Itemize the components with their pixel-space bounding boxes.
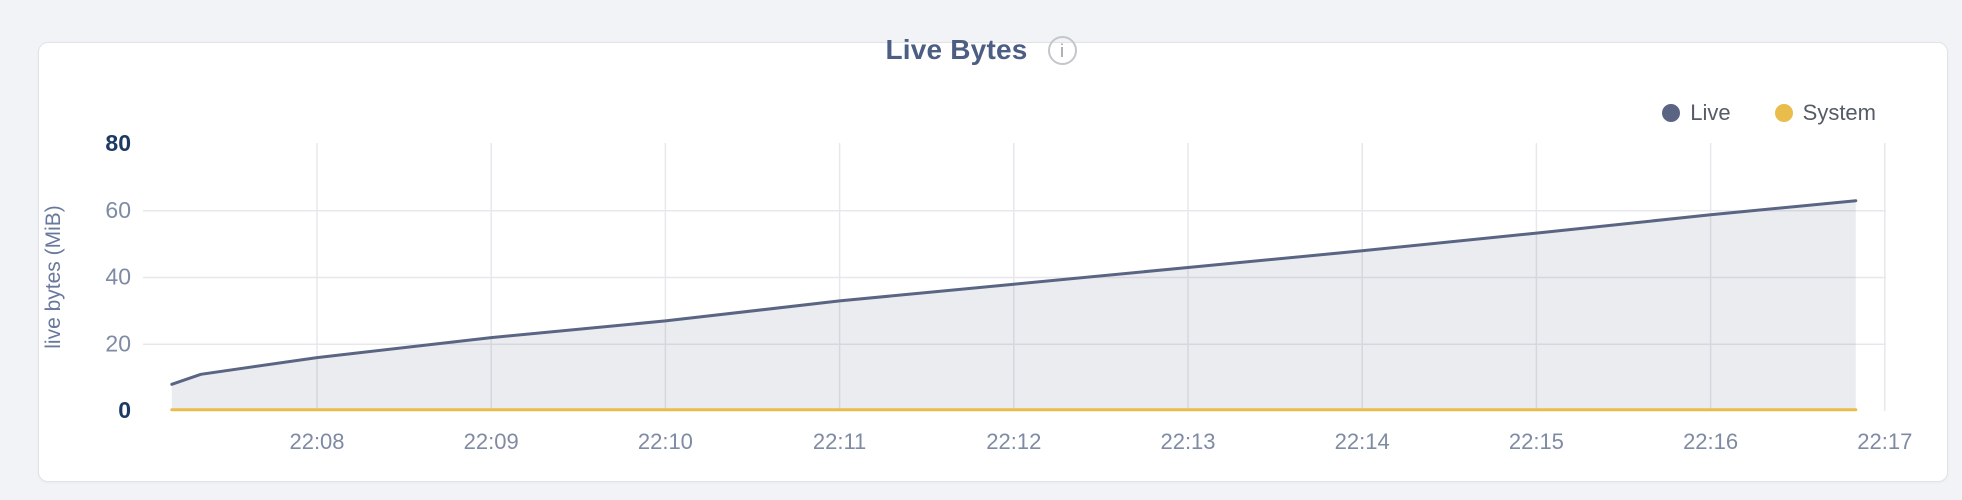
live-line <box>170 199 1858 386</box>
y-tick-label: 0 <box>118 397 131 423</box>
x-tick-label: 22:16 <box>1683 429 1738 454</box>
legend-label-live: Live <box>1690 100 1731 125</box>
x-tick-label: 22:11 <box>813 429 866 454</box>
y-tick-label: 40 <box>105 264 131 290</box>
y-tick-label: 80 <box>105 130 131 156</box>
chart-legend: Live System <box>1662 100 1876 126</box>
x-tick-label: 22:14 <box>1335 429 1390 454</box>
chart-title: Live Bytes <box>885 34 1028 65</box>
legend-item-live[interactable]: Live <box>1662 100 1731 126</box>
legend-swatch-live-icon <box>1662 104 1681 122</box>
info-icon[interactable]: i <box>1047 35 1077 65</box>
live-area-fill <box>171 200 1856 411</box>
x-tick-label: 22:15 <box>1509 429 1564 454</box>
x-tick-label: 22:12 <box>986 429 1041 454</box>
y-tick-label: 60 <box>105 197 131 223</box>
x-tick-label: 22:09 <box>464 429 519 454</box>
x-tick-label: 22:13 <box>1160 429 1215 454</box>
chart-header: Live Bytes i <box>0 34 1962 66</box>
legend-item-system[interactable]: System <box>1774 100 1876 126</box>
legend-swatch-system-icon <box>1774 104 1793 122</box>
x-tick-label: 22:08 <box>289 429 344 454</box>
legend-label-system: System <box>1802 100 1876 125</box>
y-tick-label: 20 <box>105 330 131 356</box>
x-tick-label: 22:10 <box>638 429 693 454</box>
x-tick-label: 22:17 <box>1857 429 1912 454</box>
